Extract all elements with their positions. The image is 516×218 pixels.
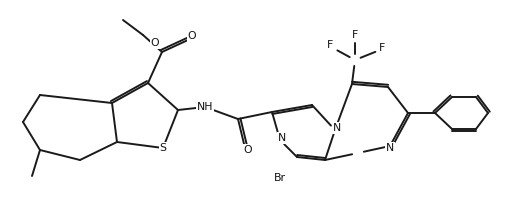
Text: O: O bbox=[151, 38, 159, 48]
Text: NH: NH bbox=[197, 102, 213, 112]
Text: O: O bbox=[244, 145, 252, 155]
Text: N: N bbox=[386, 143, 394, 153]
Text: F: F bbox=[352, 30, 358, 40]
Text: F: F bbox=[327, 40, 333, 50]
Text: Br: Br bbox=[274, 173, 286, 183]
Text: O: O bbox=[188, 31, 196, 41]
Text: N: N bbox=[333, 123, 341, 133]
Text: S: S bbox=[159, 143, 167, 153]
Text: N: N bbox=[278, 133, 286, 143]
Text: F: F bbox=[379, 43, 385, 53]
